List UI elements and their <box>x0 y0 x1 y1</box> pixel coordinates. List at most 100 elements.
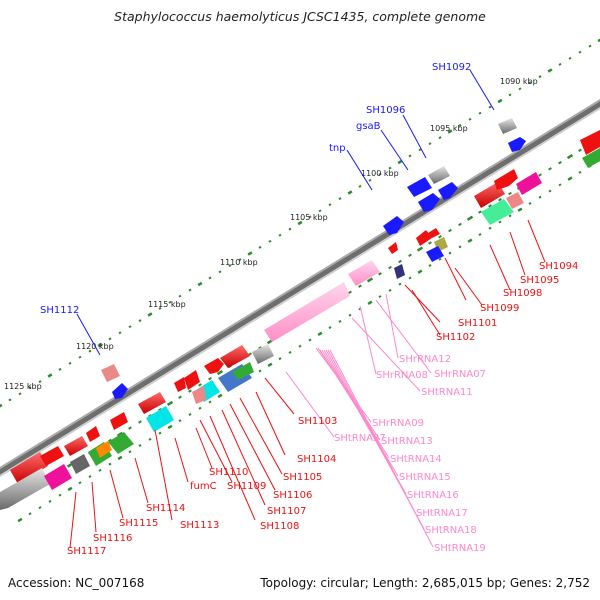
tick-mark <box>138 420 142 424</box>
tick-label-1090: 1090 kbp <box>500 77 538 86</box>
tick-mark <box>178 294 182 298</box>
tick-mark <box>208 276 212 280</box>
label-sh1108: SH1108 <box>260 521 299 532</box>
tick-mark <box>416 246 424 252</box>
tick-mark <box>458 123 462 127</box>
label-sh1103: SH1103 <box>298 416 337 427</box>
tick-mark <box>358 284 362 288</box>
tick-mark <box>308 338 312 342</box>
reverse-strand-genes <box>0 130 600 510</box>
tick-mark <box>538 75 542 79</box>
gene-forward-1 <box>418 193 440 212</box>
tick-mark <box>567 176 573 181</box>
tick-mark <box>438 136 442 140</box>
tick-mark <box>466 215 474 221</box>
tick-mark <box>318 209 322 213</box>
tick-mark <box>458 245 462 249</box>
tick-mark <box>347 190 353 195</box>
tick-mark <box>166 400 174 406</box>
rna-leader-line <box>351 317 421 392</box>
tick-mark <box>417 269 423 274</box>
gene-forward-2 <box>438 182 458 200</box>
tick-mark <box>297 220 303 226</box>
tick-mark <box>418 148 422 152</box>
tick-mark <box>158 306 162 310</box>
tick-mark <box>548 167 552 171</box>
tick-mark <box>48 499 52 503</box>
tick-mark <box>328 326 332 330</box>
outer-tick-track <box>0 38 600 408</box>
tick-mark <box>38 506 42 510</box>
tick-label-1110: 1110 kbp <box>220 258 258 267</box>
tick-mark <box>448 228 452 233</box>
tick-mark <box>147 312 153 317</box>
tick-mark <box>88 349 92 353</box>
tick-mark <box>488 226 492 230</box>
rna-leader-line <box>329 349 434 548</box>
label-shtrna18: SHtRNA18 <box>425 525 477 536</box>
label-sh1114: SH1114 <box>146 503 185 514</box>
tick-mark <box>218 270 222 274</box>
tick-mark <box>348 313 352 317</box>
label-shtrna11: SHtRNA11 <box>421 387 473 398</box>
tick-mark <box>408 276 412 280</box>
label-shtrna16: SHtRNA16 <box>407 490 459 501</box>
tick-mark <box>378 272 382 276</box>
rna-leader-line <box>375 299 432 374</box>
tick-mark <box>397 159 403 165</box>
topology-text: Topology: circular; Length: 2,685,015 bp… <box>260 576 590 590</box>
rna-leader-lines <box>285 293 434 548</box>
label-sh1101: SH1101 <box>458 318 497 329</box>
tick-mark <box>388 288 392 292</box>
tick-mark <box>528 201 532 205</box>
tick-mark <box>478 111 482 115</box>
tick-mark <box>358 184 362 188</box>
tick-mark <box>538 173 542 177</box>
tick-mark <box>78 355 82 359</box>
tick-mark <box>118 331 122 335</box>
tick-mark <box>328 203 332 207</box>
tick-mark <box>197 281 203 287</box>
tick-mark <box>178 395 182 399</box>
tick-mark <box>116 431 124 437</box>
tick-mark <box>108 337 112 341</box>
rna-leader-line <box>285 371 335 438</box>
tick-mark <box>178 419 182 423</box>
tick-mark <box>498 220 502 224</box>
genome-backbone <box>0 98 600 478</box>
tick-mark <box>517 207 523 212</box>
tick-mark <box>498 198 502 202</box>
tick-mark <box>488 204 492 208</box>
label-sh1102: SH1102 <box>436 332 475 343</box>
tick-mark <box>488 105 492 109</box>
label-sh1092: SH1092 <box>432 62 471 73</box>
tick-mark <box>378 172 382 176</box>
tick-label-1105: 1105 kbp <box>290 213 328 222</box>
label-fumc: fumC <box>190 481 217 492</box>
gene-sh1112-arrow <box>112 383 128 399</box>
tick-mark <box>447 129 453 134</box>
label-shrrna09: SHrRNA09 <box>372 418 424 429</box>
tick-mark <box>268 239 272 243</box>
tick-mark <box>188 389 192 393</box>
gene-gsaB <box>407 177 432 197</box>
tick-mark <box>538 195 542 199</box>
tick-mark <box>398 259 402 264</box>
tick-mark <box>117 455 123 461</box>
label-sh1094: SH1094 <box>539 261 578 272</box>
tick-mark <box>408 253 412 257</box>
label-sh1109: SH1109 <box>227 481 266 492</box>
tick-mark <box>288 227 292 231</box>
tick-mark <box>128 450 132 454</box>
label-leader-lines <box>69 69 546 549</box>
tick-mark <box>398 282 402 286</box>
gene-sh1096-block <box>428 166 450 184</box>
tick-mark <box>558 183 562 187</box>
tick-mark <box>238 258 242 262</box>
tick-mark <box>158 431 162 435</box>
tick-mark <box>58 367 62 371</box>
label-sh1106: SH1106 <box>273 490 312 501</box>
tick-label-1095: 1095 kbp <box>430 124 468 133</box>
label-sh1116: SH1116 <box>93 533 132 544</box>
